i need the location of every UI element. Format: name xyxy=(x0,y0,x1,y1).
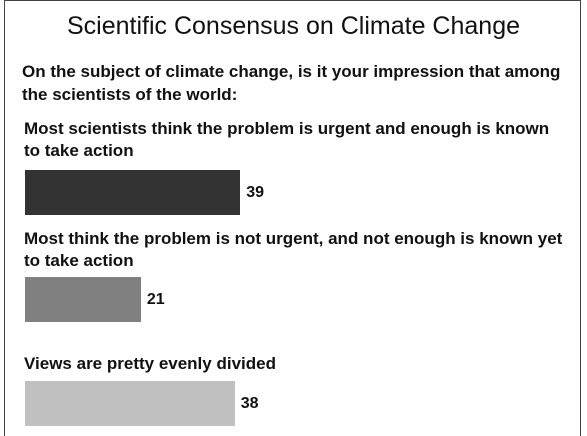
bar xyxy=(25,277,141,322)
value-label: 38 xyxy=(240,395,259,412)
frame xyxy=(4,0,581,436)
bar xyxy=(25,170,241,215)
chart-subtitle: On the subject of climate change, is it … xyxy=(22,62,561,104)
category-label: Views are pretty evenly divided xyxy=(24,354,276,373)
bar xyxy=(25,381,235,426)
value-label: 39 xyxy=(246,184,265,201)
value-label: 21 xyxy=(146,291,165,308)
category-label: Most scientists think the problem is urg… xyxy=(24,119,550,160)
category-label: Most think the problem is not urgent, an… xyxy=(24,229,563,270)
chart-title: Scientific Consensus on Climate Change xyxy=(66,12,520,40)
